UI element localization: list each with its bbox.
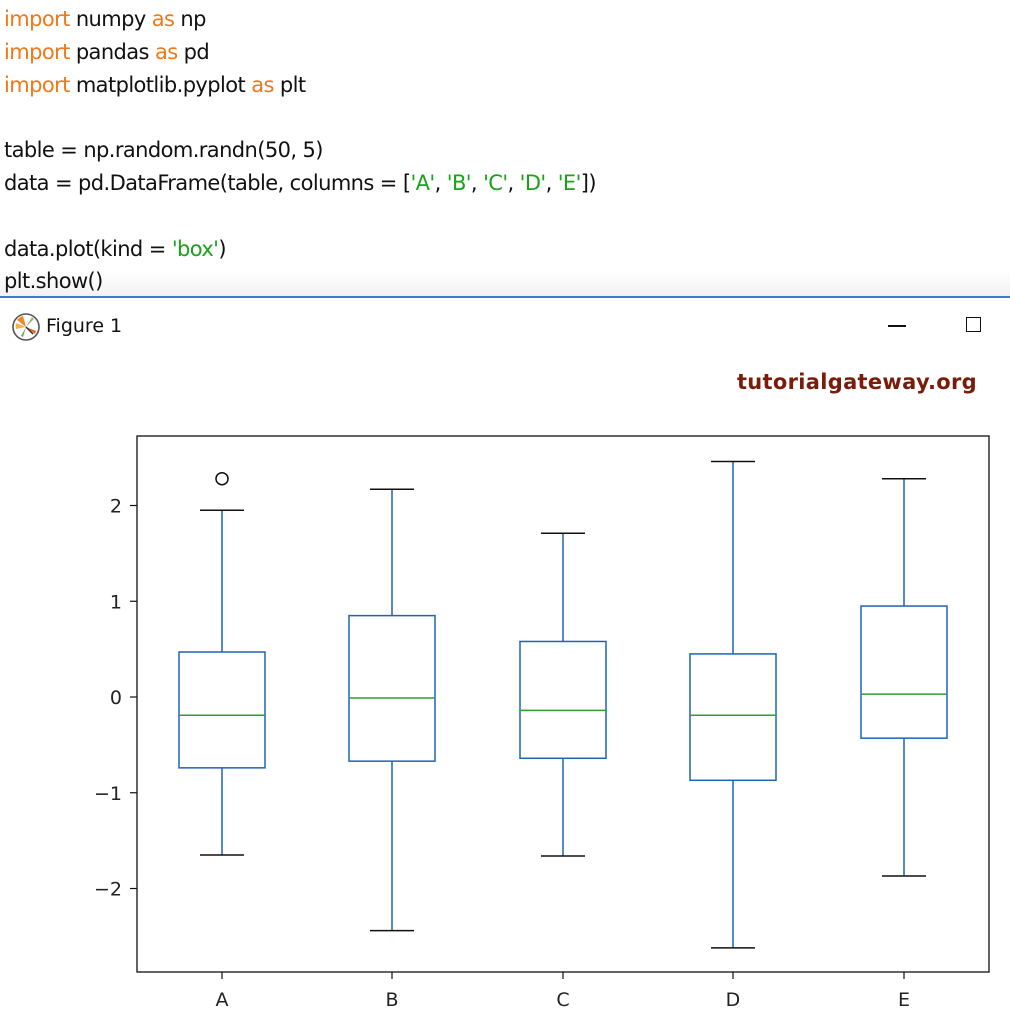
code-token: np (174, 7, 206, 31)
code-token: data.plot(kind = (4, 237, 172, 261)
code-token: , (545, 171, 558, 195)
string-token: 'C' (483, 171, 508, 195)
maximize-button[interactable] (952, 308, 998, 342)
box-A (178, 651, 266, 769)
keyword-token: import (4, 73, 70, 97)
string-token: 'A' (410, 171, 435, 195)
code-token: plt (273, 73, 306, 97)
y-tick-label: −2 (94, 879, 122, 901)
window-title: Figure 1 (46, 315, 123, 337)
box-C (519, 640, 607, 760)
code-token: , (507, 171, 520, 195)
keyword-token: import (4, 7, 70, 31)
title-bar[interactable]: Figure 1 (0, 298, 1010, 354)
y-tick-label: 1 (110, 591, 122, 613)
code-token: table = np.random.randn(50, 5) (4, 138, 323, 162)
x-tick-label: A (216, 989, 229, 1011)
divider (0, 296, 1010, 298)
code-token: ) (218, 237, 226, 261)
y-tick-label: −1 (94, 783, 122, 805)
code-token: numpy (69, 7, 152, 31)
code-token: , (470, 171, 484, 195)
x-tick-label: C (556, 989, 569, 1011)
string-token: 'B' (446, 171, 472, 195)
box-D (689, 653, 777, 782)
minimize-button[interactable] (873, 308, 919, 342)
keyword-token: as (154, 40, 178, 64)
string-token: 'E' (557, 171, 582, 195)
code-token: pd (177, 40, 210, 64)
code-token: , (434, 171, 447, 195)
figure-window: Figure 1 tutorialgateway.org −2 −1 0 1 2 A B C D… (0, 298, 1010, 1024)
matplotlib-logo-icon (12, 313, 40, 341)
x-tick-label: E (898, 989, 910, 1011)
keyword-token: as (151, 7, 175, 31)
code-line: data.plot(kind = 'box') (4, 236, 226, 262)
minimize-icon (888, 325, 906, 327)
code-token: ]) (580, 171, 597, 195)
x-tick-label: D (726, 989, 741, 1011)
watermark: tutorialgateway.org (736, 370, 977, 394)
maximize-icon (966, 317, 981, 332)
keyword-token: import (4, 40, 70, 64)
keyword-token: as (251, 73, 274, 97)
box-plot-chart: −2 −1 0 1 2 A B C D E (94, 435, 990, 1011)
code-line: data = pd.DataFrame(table, columns = ['A… (4, 170, 597, 196)
code-token: data = pd.DataFrame(table, columns = [ (4, 171, 411, 195)
x-tick-label: B (385, 989, 398, 1011)
code-token: plt.show() (4, 269, 103, 293)
code-token: matplotlib.pyplot (69, 73, 252, 97)
code-token: pandas (69, 40, 155, 64)
code-line: plt.show() (4, 268, 103, 294)
box-E (860, 605, 948, 739)
code-line: table = np.random.randn(50, 5) (4, 137, 323, 163)
string-token: 'box' (171, 237, 219, 261)
code-line: import numpy as np (4, 6, 206, 32)
string-token: 'D' (519, 171, 547, 195)
code-line: import matplotlib.pyplot as plt (4, 72, 306, 98)
y-tick-label: 0 (110, 687, 122, 709)
box-B (348, 614, 436, 762)
outlier-marker (215, 471, 229, 486)
y-tick-label: 2 (110, 496, 122, 518)
code-editor[interactable]: import numpy as np import pandas as pd imp… (0, 0, 1010, 296)
code-line: import pandas as pd (4, 39, 210, 65)
